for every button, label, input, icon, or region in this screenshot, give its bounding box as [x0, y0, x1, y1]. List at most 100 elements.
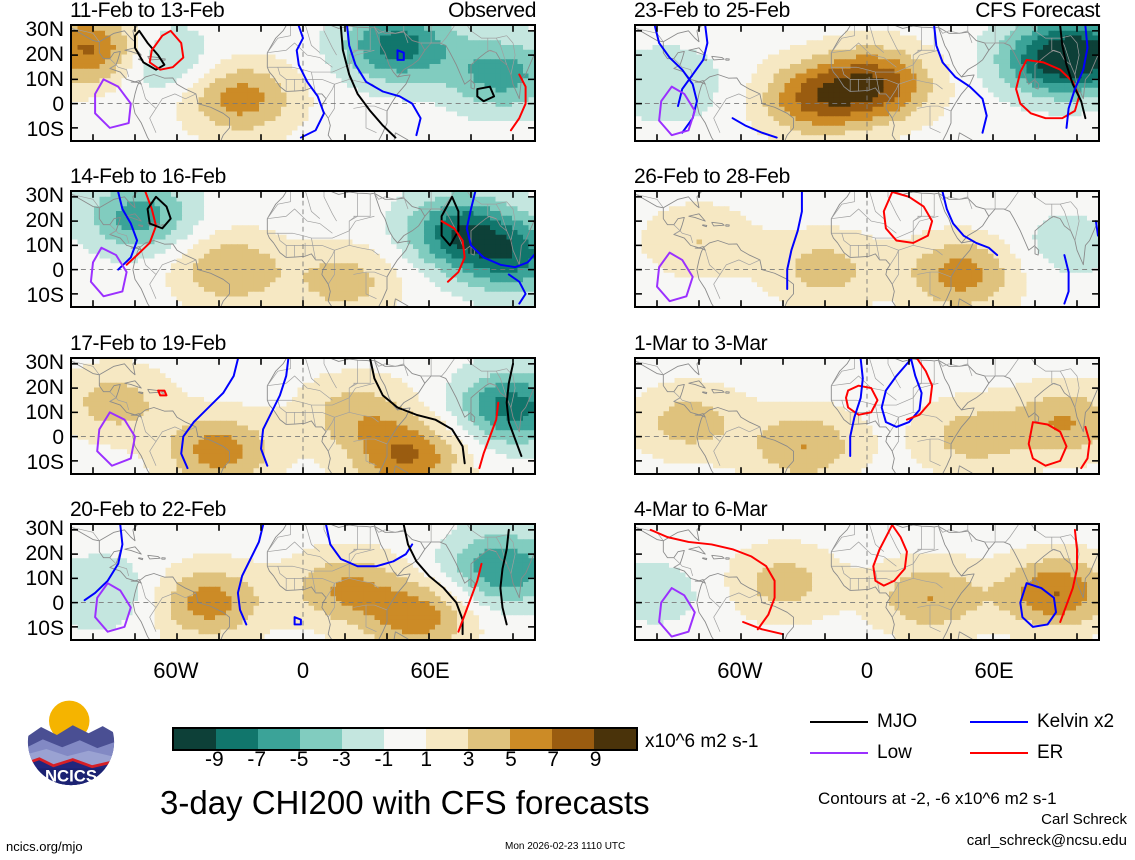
colorbar-units-label: x10^6 m2 s-1 — [645, 731, 759, 752]
wave-contours — [94, 26, 527, 139]
country-borders — [636, 359, 1080, 467]
colorbar-tick-label: 1 — [420, 748, 433, 771]
logo-text: NCICS — [45, 767, 97, 786]
y-tick-label: 10N — [25, 567, 64, 591]
y-tick-label: 30N — [25, 18, 64, 42]
coastlines — [72, 525, 534, 639]
map-plot-area[interactable] — [634, 523, 1100, 641]
colorbar-tick-label: 3 — [462, 748, 475, 771]
x-tick-label: 0 — [296, 658, 310, 683]
panel-title: 1-Mar to 3-Mar — [634, 332, 768, 355]
y-tick-label: 10S — [26, 284, 64, 308]
y-tick-label: 10S — [26, 118, 64, 142]
y-tick-label: 0 — [52, 93, 64, 117]
x-axis-labels-right: 60W 0 60E — [634, 660, 1100, 690]
colorbar-segment — [342, 729, 384, 749]
panel-6: 26-Feb to 28-Feb — [634, 166, 1100, 308]
panel-3: 17-Feb to 19-Feb 30N 20N 10N 0 10S — [25, 333, 536, 475]
y-axis-labels: 30N 20N 10N 0 10S — [4, 518, 64, 641]
y-tick-label: 30N — [25, 351, 64, 375]
map-plot-area[interactable] — [634, 24, 1100, 142]
wave-contours — [656, 192, 1098, 305]
y-tick-label: 0 — [52, 592, 64, 616]
legend-entry-low: Low — [810, 743, 912, 762]
country-borders — [72, 525, 516, 633]
legend-entry-er: ER — [970, 743, 1063, 762]
panel-4: 20-Feb to 22-Feb 30N 20N 10N 0 10S — [25, 499, 536, 641]
grid-guides — [72, 26, 534, 140]
contour-note: Contours at -2, -6 x10^6 m2 s-1 — [818, 789, 1057, 808]
legend-line-swatch — [970, 751, 1028, 754]
country-borders — [72, 192, 516, 300]
shaded-anomaly-field — [72, 359, 534, 473]
map-plot-area[interactable] — [70, 190, 536, 308]
map-plot-area[interactable] — [70, 357, 536, 475]
site-url: ncics.org/mjo — [6, 839, 83, 854]
country-borders — [72, 26, 516, 134]
colorbar-segment — [384, 729, 426, 749]
y-tick-label: 10S — [26, 451, 64, 475]
wave-contours — [89, 192, 534, 305]
panel-title: 14-Feb to 16-Feb — [70, 165, 226, 188]
axis-ticks — [636, 359, 1098, 473]
column-header: Observed — [448, 0, 536, 22]
colorbar-segment — [174, 729, 216, 749]
map-plot-area[interactable] — [634, 190, 1100, 308]
y-tick-label: 20N — [25, 376, 64, 400]
panel-7: 1-Mar to 3-Mar — [634, 333, 1100, 475]
colorbar-tick-label: -7 — [247, 748, 267, 771]
map-plot-area[interactable] — [634, 357, 1100, 475]
axis-ticks — [72, 192, 534, 306]
colorbar — [172, 727, 638, 751]
column-header: CFS Forecast — [975, 0, 1100, 22]
colorbar-tick-label: -1 — [374, 748, 394, 771]
legend-label: ER — [1037, 742, 1064, 763]
axis-ticks — [636, 192, 1098, 306]
coastlines — [636, 26, 1098, 140]
axis-ticks — [72, 525, 534, 639]
y-tick-label: 10N — [25, 234, 64, 258]
shaded-anomaly-field — [72, 192, 534, 306]
map-plot-area[interactable] — [70, 523, 536, 641]
y-tick-label: 10S — [26, 617, 64, 641]
colorbar-segment — [594, 729, 636, 749]
timestamp: Mon 2026-02-23 1110 UTC — [505, 841, 626, 852]
y-tick-label: 0 — [52, 426, 64, 450]
main-title: 3-day CHI200 with CFS forecasts — [160, 784, 650, 821]
colorbar-tick-label: 9 — [589, 748, 602, 771]
legend-entry-mjo: MJO — [810, 712, 917, 731]
axis-ticks — [636, 525, 1098, 639]
y-tick-label: 10N — [25, 68, 64, 92]
colorbar-tick-label: 7 — [547, 748, 560, 771]
panel-title: 11-Feb to 13-Feb — [70, 0, 225, 22]
grid-guides — [636, 192, 1098, 306]
axis-ticks — [636, 26, 1098, 140]
colorbar-segment — [552, 729, 594, 749]
x-tick-label: 60E — [974, 658, 1014, 683]
y-tick-label: 10N — [25, 401, 64, 425]
colorbar-swatches — [172, 727, 638, 751]
colorbar-tick-label: -3 — [332, 748, 351, 771]
colorbar-segment — [258, 729, 300, 749]
x-tick-label: 60E — [410, 658, 450, 683]
grid-guides — [636, 359, 1098, 473]
wave-contours — [96, 359, 523, 470]
y-tick-label: 30N — [25, 184, 64, 208]
map-plot-area[interactable] — [70, 24, 536, 142]
x-tick-label: 0 — [860, 658, 874, 683]
wave-contours — [653, 26, 1089, 139]
country-borders — [636, 192, 1080, 300]
shaded-anomaly-field — [72, 26, 534, 140]
wave-contours — [845, 359, 1091, 470]
panel-title: 23-Feb to 25-Feb — [634, 0, 790, 22]
legend-line-swatch — [970, 720, 1028, 723]
author-name: Carl Schreck — [1041, 811, 1127, 828]
colorbar-tick-label: 5 — [505, 748, 517, 771]
colorbar-segment — [468, 729, 510, 749]
x-axis-labels-left: 60W 0 60E — [70, 660, 536, 690]
legend-label: Low — [877, 742, 912, 763]
colorbar-tick-label: -5 — [289, 748, 309, 771]
panel-title: 4-Mar to 6-Mar — [634, 498, 768, 521]
y-axis-labels: 30N 20N 10N 0 10S — [4, 185, 64, 308]
